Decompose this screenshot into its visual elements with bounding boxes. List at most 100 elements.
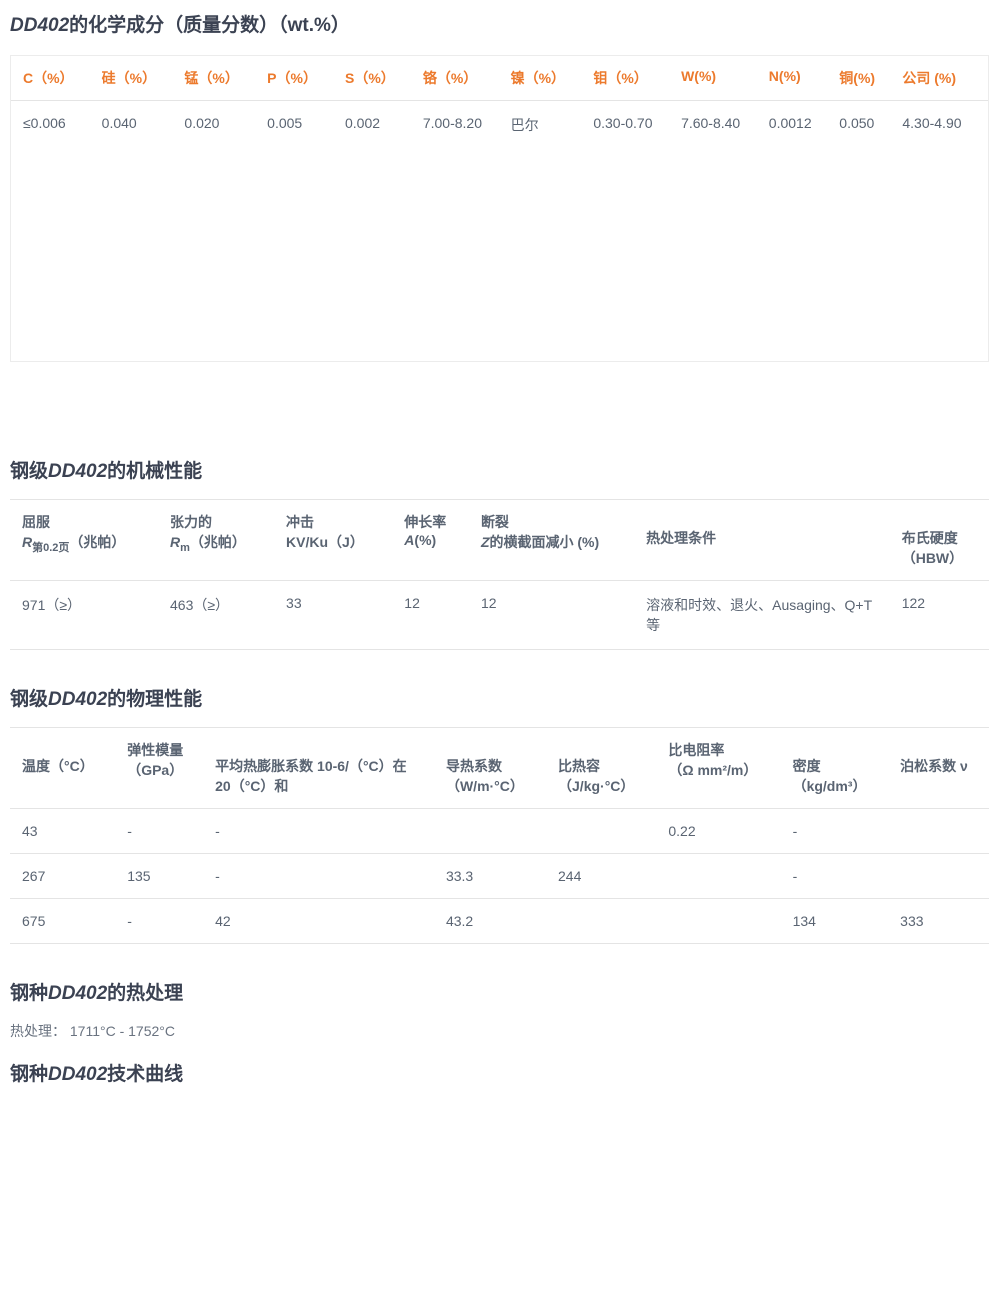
phys-th-unit: （GPa） [127, 762, 183, 778]
mech-th-sym: R [170, 534, 180, 550]
chem-title-code: DD402 [10, 15, 69, 36]
phys-td: - [115, 808, 203, 853]
phys-td: 0.22 [656, 808, 780, 853]
phys-th-modulus: 弹性模量 （GPa） [115, 727, 203, 808]
mech-th-label: 屈服 [22, 514, 50, 530]
table-row: ≤0.006 0.040 0.020 0.005 0.002 7.00-8.20… [11, 101, 989, 361]
phys-th-label: 弹性模量 [127, 742, 183, 758]
phys-td: - [203, 808, 434, 853]
phys-td: 135 [115, 853, 203, 898]
table-row: 675 - 42 43.2 134 333 [10, 898, 989, 943]
chem-th: 锰（%） [172, 56, 255, 101]
mech-th-sub: 第0.2页 [32, 541, 69, 553]
phys-th-temp: 温度（°C） [10, 727, 115, 808]
chem-th: N(%) [757, 56, 828, 101]
phys-td [656, 853, 780, 898]
mech-td: 122 [890, 580, 989, 649]
phys-th-label: 比电阻率 [668, 742, 724, 758]
heat-treat-line: 热处理： 1711°C - 1752°C [10, 1021, 989, 1041]
heat-treat-title: 钢种DD402的热处理 [10, 978, 989, 1005]
chem-td: ≤0.006 [11, 101, 90, 361]
mech-th-sym: A [404, 532, 414, 548]
phys-th-poisson: 泊松系数 ν [888, 727, 989, 808]
phys-td: 675 [10, 898, 115, 943]
chem-td: 4.30-4.90 [890, 101, 978, 361]
phys-td: - [115, 898, 203, 943]
phys-td: 267 [10, 853, 115, 898]
phys-td: 43.2 [434, 898, 546, 943]
chem-th: 钼（%） [581, 56, 669, 101]
chem-th: 铅(%) [978, 56, 989, 101]
curve-title-em: DD402 [48, 1064, 107, 1085]
chem-td: 0.050 [827, 101, 890, 361]
mech-td: 33 [274, 580, 392, 649]
chem-td: 0.002 [333, 101, 411, 361]
table-row: 267 135 - 33.3 244 - [10, 853, 989, 898]
heat-treat-title-em: DD402 [48, 983, 107, 1004]
chem-td: 7.60-8.40 [669, 101, 757, 361]
phys-td: 42 [203, 898, 434, 943]
mech-title-em: DD402 [48, 461, 107, 482]
heat-treat-title-pre: 钢种 [10, 983, 48, 1004]
mech-th-sym: R [22, 534, 32, 550]
chem-table-scroll[interactable]: C（%） 硅（%） 锰（%） P（%） S（%） 铬（%） 镍（%） 钼（%） … [10, 55, 989, 362]
phys-td [888, 808, 989, 853]
mech-th-heat: 热处理条件 [634, 499, 890, 580]
mech-th-sub: m [180, 541, 190, 553]
mech-th-impact: 冲击 KV/Ku（J） [274, 499, 392, 580]
chem-td: 0.0012 [757, 101, 828, 361]
chem-td: 巴尔 [499, 101, 582, 361]
mech-th-fracture: 断裂 Z的横截面减小 (%) [469, 499, 634, 580]
mech-th-unit: （兆帕） [69, 534, 125, 550]
mech-th-label: 张力的 [170, 514, 212, 530]
phys-th-unit: （Ω mm²/m） [668, 762, 757, 778]
mech-th-unit: KV/Ku（J） [286, 534, 364, 550]
mech-th-label: 热处理条件 [646, 530, 716, 546]
mech-th-sym: Z [481, 534, 490, 550]
phys-title-post: 的物理性能 [107, 689, 202, 710]
table-row: 43 - - 0.22 - [10, 808, 989, 853]
mech-th-unit: (%) [414, 532, 436, 548]
mech-td: 463（≥） [158, 580, 274, 649]
heat-treat-title-post: 的热处理 [107, 983, 183, 1004]
phys-td: - [781, 853, 889, 898]
phys-td: 33.3 [434, 853, 546, 898]
chem-th: W(%) [669, 56, 757, 101]
phys-th-density: 密度 （kg/dm³） [781, 727, 889, 808]
phys-td [546, 898, 656, 943]
phys-th-unit: （J/kg·°C） [558, 778, 634, 794]
chem-th: 镍（%） [499, 56, 582, 101]
phys-title-pre: 钢级 [10, 689, 48, 710]
mech-table: 屈服 R第0.2页（兆帕） 张力的 Rm（兆帕） 冲击 KV/Ku（J） 伸长率… [10, 499, 989, 650]
chem-th: S（%） [333, 56, 411, 101]
mech-title-post: 的机械性能 [107, 461, 202, 482]
phys-td: 134 [781, 898, 889, 943]
chem-td: 0.005 [255, 101, 333, 361]
phys-td: 244 [546, 853, 656, 898]
phys-td: - [781, 808, 889, 853]
phys-title-em: DD402 [48, 689, 107, 710]
chem-table: C（%） 硅（%） 锰（%） P（%） S（%） 铬（%） 镍（%） 钼（%） … [11, 56, 989, 361]
phys-table: 温度（°C） 弹性模量 （GPa） 平均热膨胀系数 10-6/（°C）在 20（… [10, 727, 989, 944]
mech-title-pre: 钢级 [10, 461, 48, 482]
chem-td: 0.040 [90, 101, 173, 361]
phys-td: 333 [888, 898, 989, 943]
phys-td [546, 808, 656, 853]
mech-td: 971（≥） [10, 580, 158, 649]
table-row: 971（≥） 463（≥） 33 12 12 溶液和时效、退火、Ausaging… [10, 580, 989, 649]
chem-th: C（%） [11, 56, 90, 101]
mech-td: 12 [469, 580, 634, 649]
chem-th: P（%） [255, 56, 333, 101]
mech-td: 12 [392, 580, 469, 649]
phys-th-resist: 比电阻率 （Ω mm²/m） [656, 727, 780, 808]
chem-th: 铜(%) [827, 56, 890, 101]
mech-th-label: 布氏硬度 [902, 530, 958, 546]
phys-th-cond: 导热系数 （W/m·°C） [434, 727, 546, 808]
phys-th-cte: 平均热膨胀系数 10-6/（°C）在 20（°C）和 [203, 727, 434, 808]
phys-th-unit: （W/m·°C） [446, 778, 524, 794]
phys-td [656, 898, 780, 943]
phys-th-unit: （kg/dm³） [793, 778, 867, 794]
mech-th-hardness: 布氏硬度 （HBW） [890, 499, 989, 580]
phys-td [888, 853, 989, 898]
phys-th-heatcap: 比热容 （J/kg·°C） [546, 727, 656, 808]
